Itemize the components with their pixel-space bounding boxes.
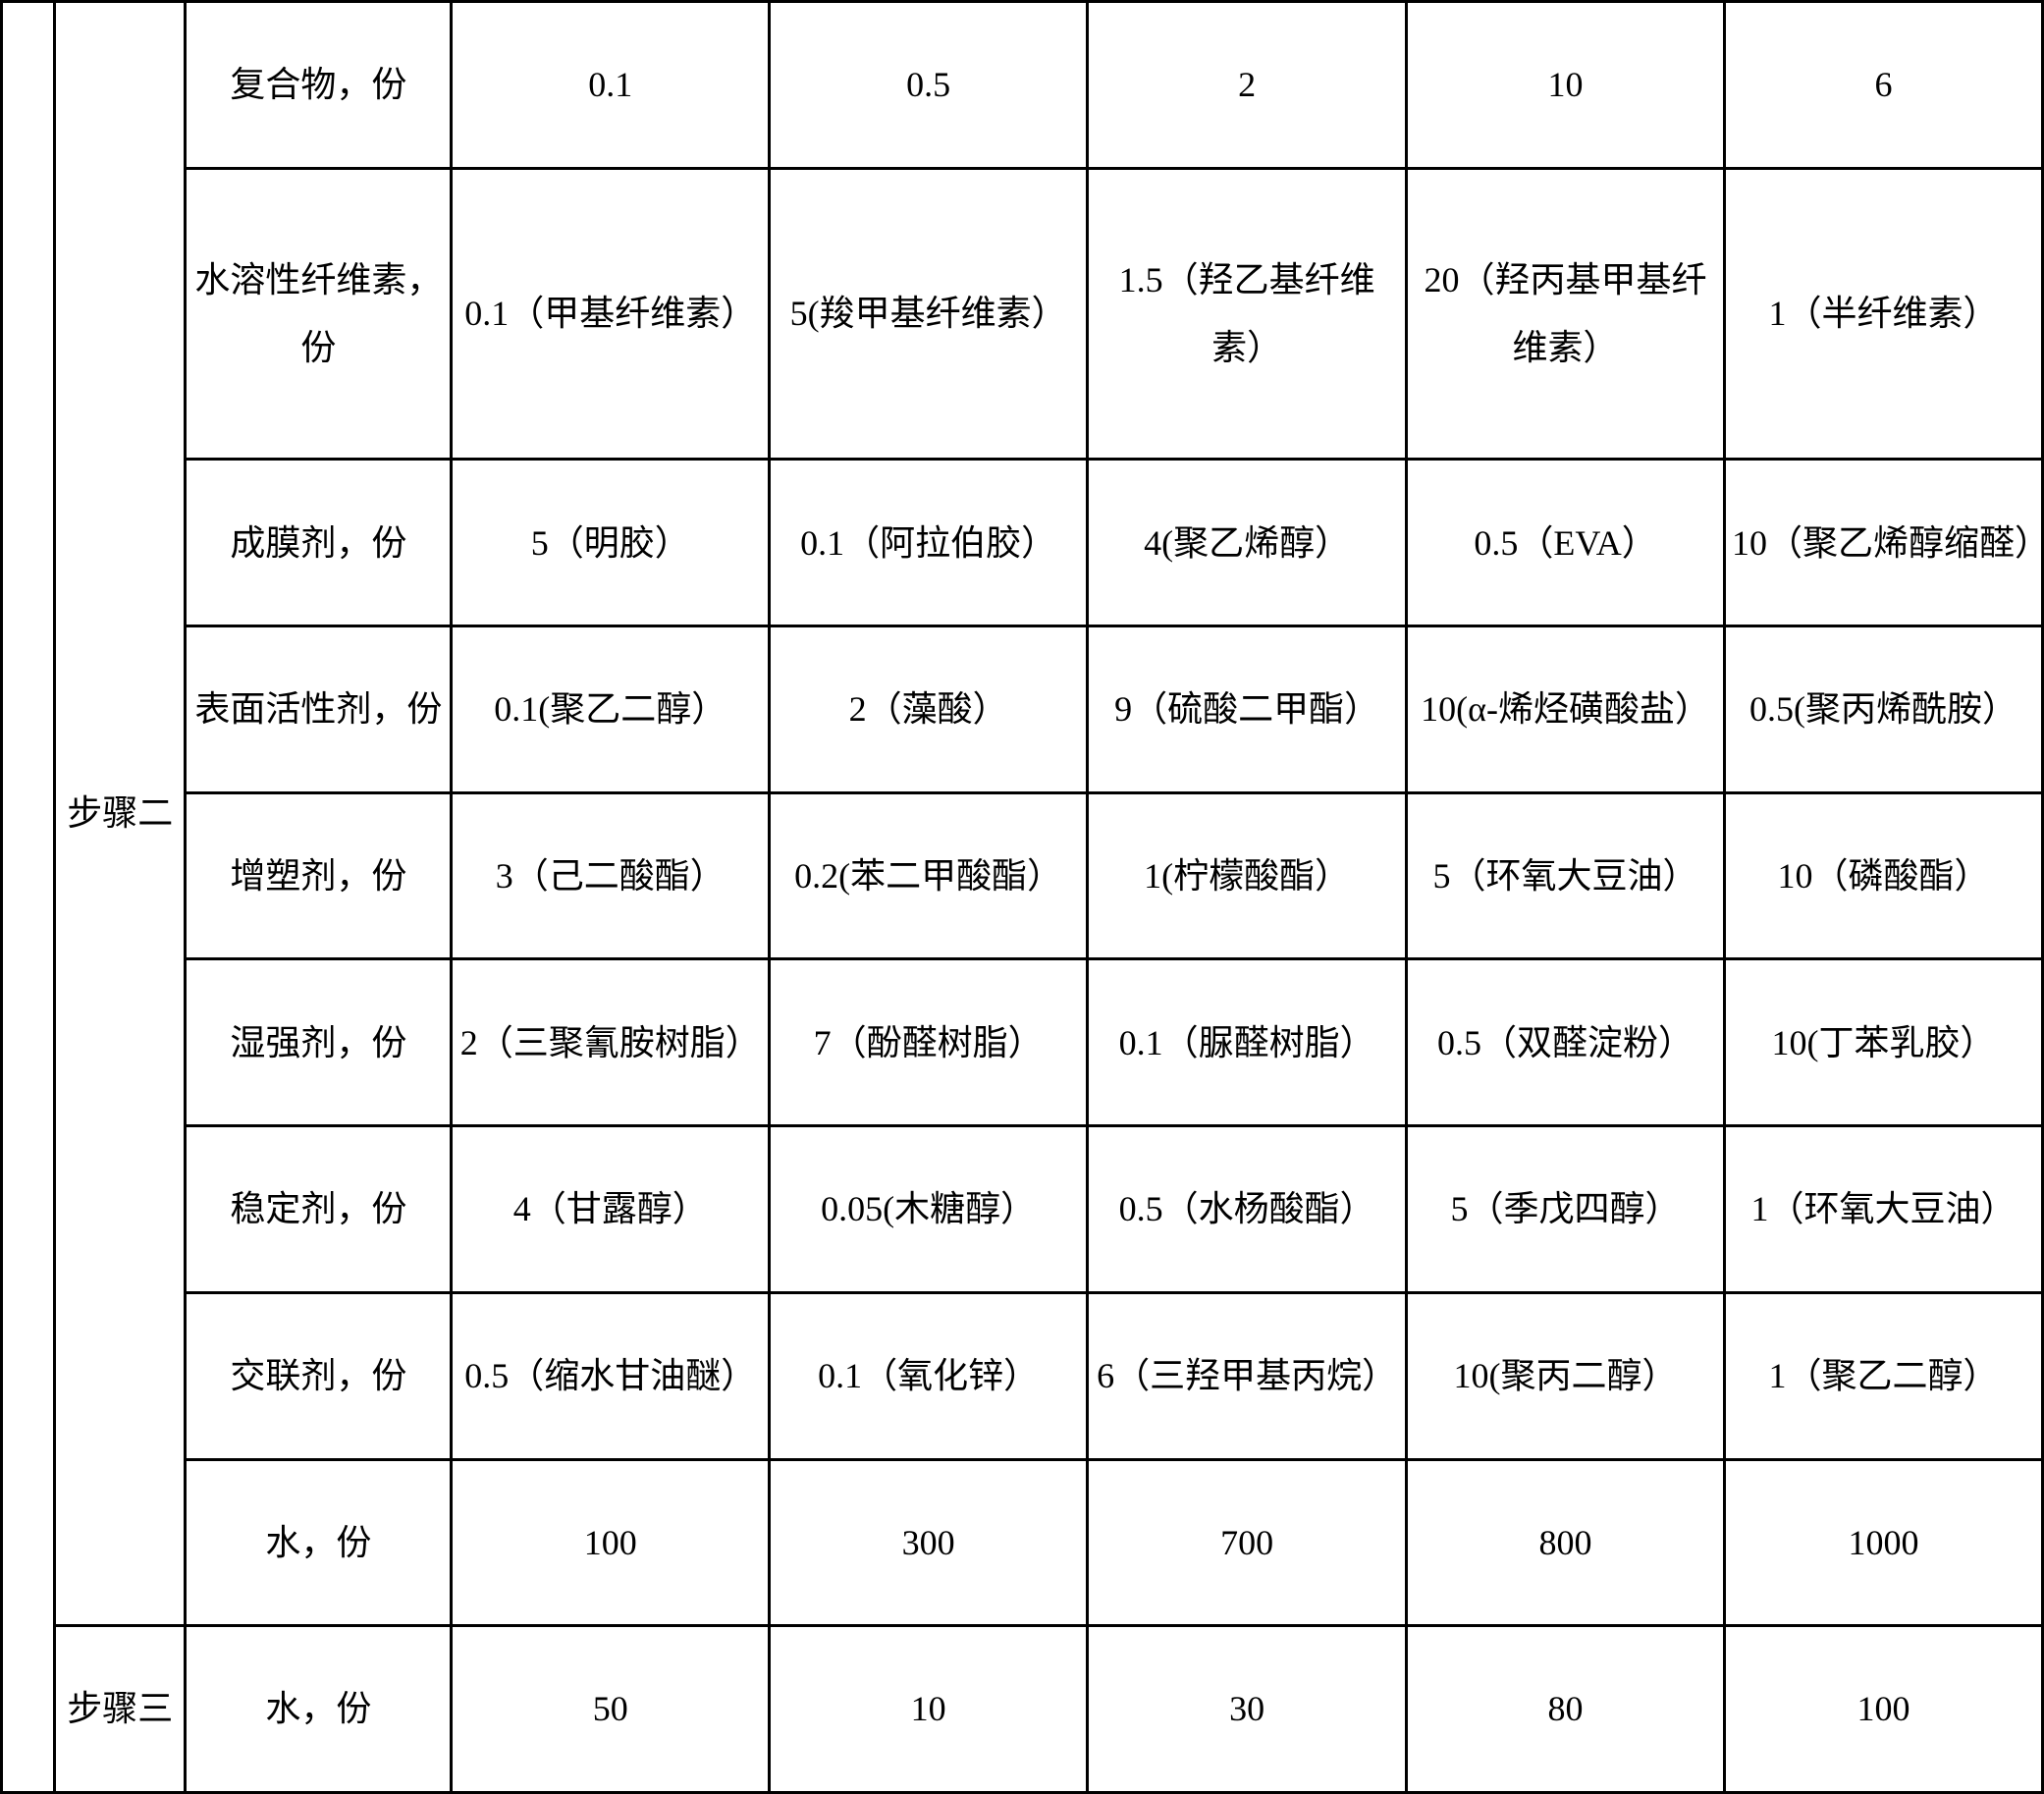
table-cell: 10(α-烯烃磺酸盐） — [1407, 626, 1725, 793]
table-cell: 0.5（双醛淀粉） — [1407, 959, 1725, 1126]
table-cell: 80 — [1407, 1626, 1725, 1793]
row-label: 水，份 — [186, 1459, 452, 1626]
table-cell: 10 — [1407, 2, 1725, 169]
table-cell: 4(聚乙烯醇） — [1088, 460, 1407, 626]
table-cell: 0.1（脲醛树脂） — [1088, 959, 1407, 1126]
table-cell: 6（三羟甲基丙烷） — [1088, 1292, 1407, 1459]
table-cell: 7（酚醛树脂） — [770, 959, 1088, 1126]
table-cell: 2（藻酸） — [770, 626, 1088, 793]
table-cell: 0.5(聚丙烯酰胺） — [1725, 626, 2043, 793]
table-cell: 1000 — [1725, 1459, 2043, 1626]
table-cell: 10(丁苯乳胶） — [1725, 959, 2043, 1126]
table-cell: 50 — [452, 1626, 770, 1793]
table-cell: 300 — [770, 1459, 1088, 1626]
formulation-table: 步骤二 复合物，份 0.1 0.5 2 10 6 水溶性纤维素，份 0.1（甲基… — [0, 0, 2044, 1794]
table-cell: 0.1 — [452, 2, 770, 169]
table-cell: 0.1（氧化锌） — [770, 1292, 1088, 1459]
table-cell: 5（季戊四醇） — [1407, 1126, 1725, 1293]
row-label: 成膜剂，份 — [186, 460, 452, 626]
table-cell: 1（聚乙二醇） — [1725, 1292, 2043, 1459]
table-cell: 5(羧甲基纤维素） — [770, 168, 1088, 460]
table-cell: 6 — [1725, 2, 2043, 169]
table-cell: 100 — [1725, 1626, 2043, 1793]
table-cell: 9（硫酸二甲酯） — [1088, 626, 1407, 793]
table-cell: 20（羟丙基甲基纤维素） — [1407, 168, 1725, 460]
table-cell: 1（半纤维素） — [1725, 168, 2043, 460]
row-label: 表面活性剂，份 — [186, 626, 452, 793]
table-cell: 5（环氧大豆油） — [1407, 792, 1725, 959]
row-label: 交联剂，份 — [186, 1292, 452, 1459]
table-cell: 3（己二酸酯） — [452, 792, 770, 959]
row-label: 水，份 — [186, 1626, 452, 1793]
outer-group-cell — [2, 2, 55, 1793]
table-cell: 1（环氧大豆油） — [1725, 1126, 2043, 1293]
table-cell: 800 — [1407, 1459, 1725, 1626]
table-cell: 0.2(苯二甲酸酯） — [770, 792, 1088, 959]
row-label: 湿强剂，份 — [186, 959, 452, 1126]
table-cell: 1(柠檬酸酯） — [1088, 792, 1407, 959]
table-cell: 4（甘露醇） — [452, 1126, 770, 1293]
table-cell: 10 — [770, 1626, 1088, 1793]
table-cell: 0.05(木糖醇） — [770, 1126, 1088, 1293]
table-cell: 10(聚丙二醇） — [1407, 1292, 1725, 1459]
table-cell: 0.1（阿拉伯胶） — [770, 460, 1088, 626]
table-cell: 10（聚乙烯醇缩醛） — [1725, 460, 2043, 626]
table-cell: 0.5（EVA） — [1407, 460, 1725, 626]
row-label: 增塑剂，份 — [186, 792, 452, 959]
table-cell: 0.5（缩水甘油醚） — [452, 1292, 770, 1459]
table-cell: 1.5（羟乙基纤维素） — [1088, 168, 1407, 460]
table-cell: 2（三聚氰胺树脂） — [452, 959, 770, 1126]
table-cell: 10（磷酸酯） — [1725, 792, 2043, 959]
row-label: 复合物，份 — [186, 2, 452, 169]
step-3-label: 步骤三 — [55, 1626, 186, 1793]
row-label: 稳定剂，份 — [186, 1126, 452, 1293]
table-cell: 0.1（甲基纤维素） — [452, 168, 770, 460]
table-cell: 0.1(聚乙二醇） — [452, 626, 770, 793]
step-2-label: 步骤二 — [55, 2, 186, 1626]
row-label: 水溶性纤维素，份 — [186, 168, 452, 460]
table-cell: 0.5 — [770, 2, 1088, 169]
table-cell: 5（明胶） — [452, 460, 770, 626]
table-cell: 100 — [452, 1459, 770, 1626]
table-cell: 2 — [1088, 2, 1407, 169]
table-cell: 700 — [1088, 1459, 1407, 1626]
table-cell: 30 — [1088, 1626, 1407, 1793]
table-cell: 0.5（水杨酸酯） — [1088, 1126, 1407, 1293]
